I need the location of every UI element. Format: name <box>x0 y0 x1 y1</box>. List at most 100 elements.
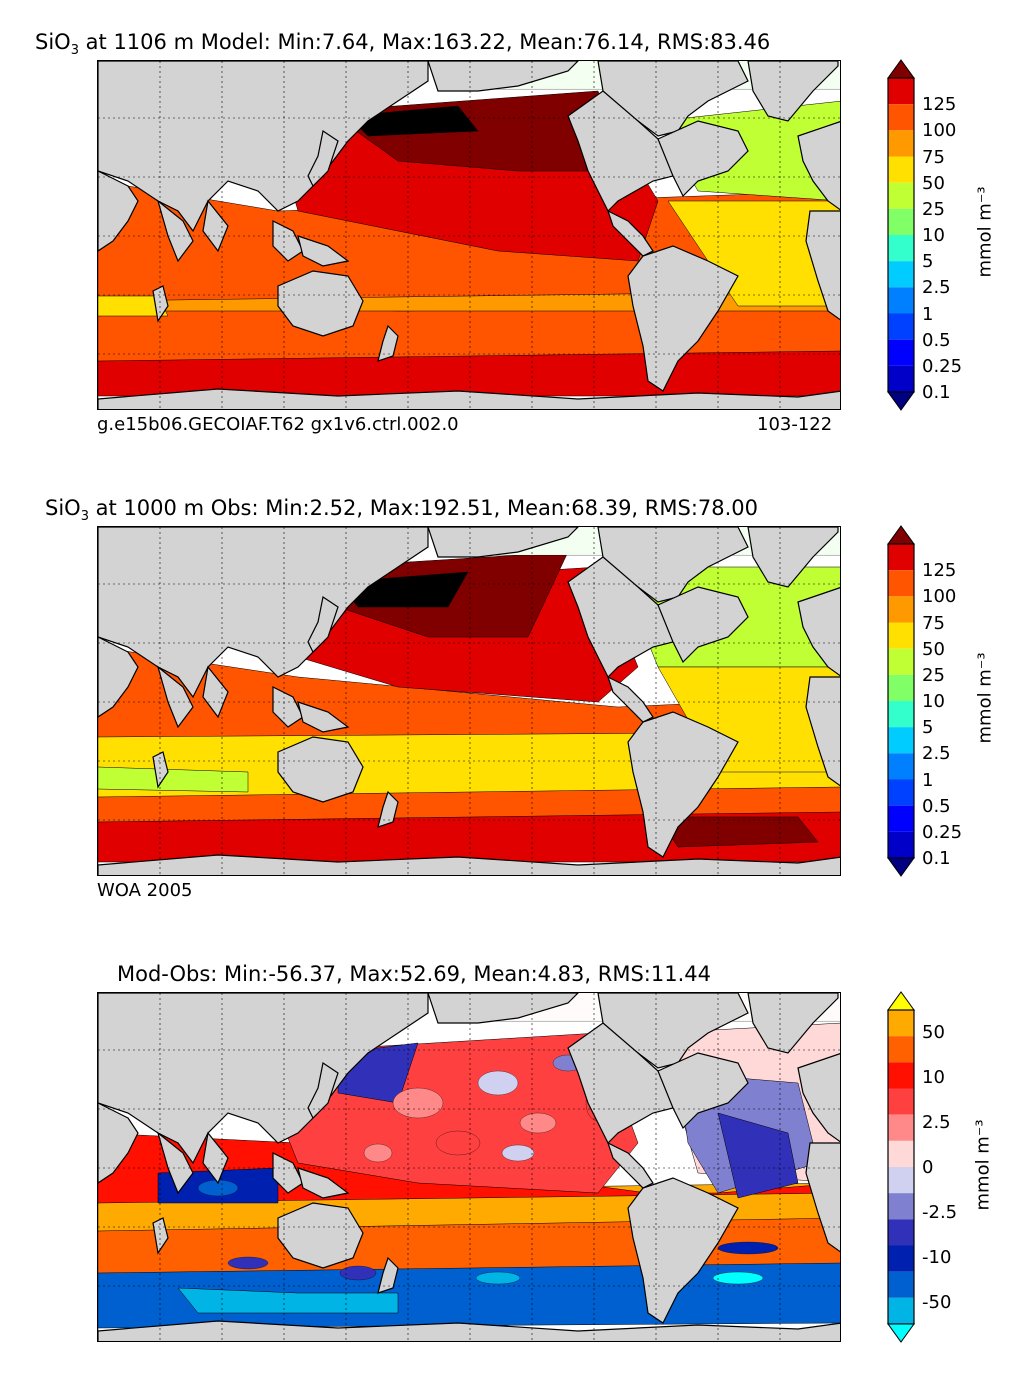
panel3-field-band-12 <box>717 1112 799 1199</box>
panel1-caption-right: 103-122 <box>757 414 833 435</box>
panel2-colorbar-segment-12 <box>888 831 914 858</box>
panel1-land-16 <box>307 130 339 188</box>
panel1-colorbar-tick-label: 125 <box>922 94 957 116</box>
panel1-colorbar-segment-11 <box>888 339 914 366</box>
panel1-land-5 <box>627 245 739 392</box>
panel3-land-20 <box>98 1320 840 1341</box>
panel1-colorbar-tick-label: 1 <box>922 303 934 325</box>
panel3-colorbar-tick-label: 50 <box>922 1022 945 1044</box>
panel2-land-4 <box>606 675 654 723</box>
panel2-colorbar-tick-label: 0.5 <box>922 795 951 817</box>
panel2-caption-left: WOA 2005 <box>97 880 193 901</box>
panel2-colorbar-segment-4 <box>888 622 914 649</box>
panel3-anomaly-patch-12 <box>712 1271 764 1285</box>
panel3-colorbar-tick-label: -50 <box>922 1291 952 1313</box>
panel2-map-svg <box>98 527 840 875</box>
panel3-colorbar-segment-4 <box>888 1088 914 1115</box>
panel3-colorbar-segment-6 <box>888 1140 914 1167</box>
panel2-land-7 <box>797 587 840 677</box>
panel3-land-7 <box>797 1053 840 1143</box>
panel2-land-17 <box>277 736 364 803</box>
panel2-colorbar-tick-label: 100 <box>922 586 957 608</box>
panel1-land-18 <box>377 324 399 362</box>
panel2-colorbar-segment-1 <box>888 544 914 571</box>
panel3-colorbar-segment-12 <box>888 1297 914 1324</box>
panel2-colorbar <box>887 525 915 877</box>
panel1-land-3 <box>657 120 749 198</box>
panel3-anomaly-patch-7 <box>501 1144 535 1162</box>
panel2-land-14 <box>272 686 304 728</box>
panel3-land-12 <box>156 1131 194 1195</box>
panel2-colorbar-tick-label: 50 <box>922 638 945 660</box>
panel3-anomaly-patch-14 <box>717 1241 779 1255</box>
panel1-colorbar-extend-max <box>887 59 915 79</box>
panel1-colorbar-segment-1 <box>888 78 914 105</box>
panel1-colorbar-segment-5 <box>888 182 914 209</box>
panel1-colorbar-segment-9 <box>888 287 914 314</box>
panel2-colorbar-segment-11 <box>888 805 914 832</box>
panel3-land-5 <box>627 1177 739 1324</box>
panel3-map-svg <box>98 993 840 1341</box>
panel2-colorbar-tick-label: 0.25 <box>922 821 963 843</box>
panel1-colorbar-extend-min <box>887 391 915 411</box>
panel1-colorbar-tick-label: 10 <box>922 225 945 246</box>
panel2-colorbar-segment-5 <box>888 648 914 675</box>
panel3-title: Mod-Obs: Min:-56.37, Max:52.69, Mean:4.8… <box>117 962 711 986</box>
panel1-unit-label: mmol m⁻³ <box>974 186 996 278</box>
panel2-unit-label: mmol m⁻³ <box>974 652 996 744</box>
panel3-colorbar-extend-min <box>887 1323 915 1343</box>
panel3-land-4 <box>606 1141 654 1189</box>
panel1-field-band-8 <box>347 105 479 137</box>
panel1-land-20 <box>98 388 840 409</box>
panel3-colorbar-extend-max <box>887 991 915 1011</box>
panel3-unit-label: mmol m⁻³ <box>972 1119 994 1211</box>
panel2-land-10 <box>427 527 579 558</box>
panel1-colorbar-segment-4 <box>888 156 914 183</box>
panel2-map <box>97 526 841 876</box>
panel3-colorbar <box>887 991 915 1343</box>
panel1-caption-left: g.e15b06.GECOIAF.T62 gx1v6.ctrl.002.0 <box>97 414 459 435</box>
panel1-field-band-11 <box>98 295 169 317</box>
panel1-colorbar-tick-label: 2.5 <box>922 277 951 299</box>
panel1-colorbar-tick-label: 5 <box>922 251 934 273</box>
panel3-colorbar-segment-7 <box>888 1167 914 1194</box>
panel3-anomaly-patch-3 <box>519 1112 557 1134</box>
panel2-colorbar-segment-10 <box>888 779 914 806</box>
panel1-colorbar <box>887 59 915 411</box>
panel3-map <box>97 992 841 1342</box>
panel1-colorbar-segment-7 <box>888 235 914 262</box>
panel1-land-7 <box>797 121 840 211</box>
panel2-land-3 <box>657 586 749 664</box>
panel2-land-13 <box>202 665 229 719</box>
panel1-colorbar-tick-label: 0.1 <box>922 382 951 403</box>
panel2-colorbar-svg <box>887 525 915 877</box>
panel3-land-18 <box>377 1256 399 1294</box>
panel1-land-12 <box>156 199 194 263</box>
panel3-land-17 <box>277 1202 364 1269</box>
panel2-colorbar-segment-7 <box>888 701 914 728</box>
panel3-land-11 <box>98 1102 139 1184</box>
panel3-land-13 <box>202 1131 229 1185</box>
panel3-colorbar-tick-label: 0 <box>922 1157 934 1178</box>
panel1-map-svg <box>98 61 840 409</box>
panel1-land-9 <box>98 61 429 233</box>
panel1-colorbar-segment-6 <box>888 208 914 235</box>
panel2-colorbar-tick-label: 2.5 <box>922 743 951 765</box>
panel1-colorbar-segment-8 <box>888 261 914 288</box>
panel3-land-3 <box>657 1052 749 1130</box>
panel3-colorbar-segment-1 <box>888 1010 914 1037</box>
panel2-colorbar-segment-9 <box>888 753 914 780</box>
panel2-colorbar-segment-6 <box>888 674 914 701</box>
panel3-colorbar-tick-label: -2.5 <box>922 1201 958 1223</box>
panel2-land-11 <box>98 636 139 718</box>
panel2-land-6 <box>747 527 839 588</box>
panel1-colorbar-tick-label: 50 <box>922 172 945 194</box>
panel1-colorbar-tick-label: 25 <box>922 198 945 220</box>
panel3-colorbar-tick-label: 2.5 <box>922 1112 951 1134</box>
panel3-colorbar-segment-9 <box>888 1219 914 1246</box>
panel1-colorbar-tick-label: 0.5 <box>922 329 951 351</box>
panel2-land-9 <box>98 527 429 699</box>
panel3-anomaly-patch-11 <box>475 1271 521 1285</box>
panel2-land-8 <box>805 676 840 787</box>
panel1-colorbar-tick-label: 100 <box>922 120 957 142</box>
